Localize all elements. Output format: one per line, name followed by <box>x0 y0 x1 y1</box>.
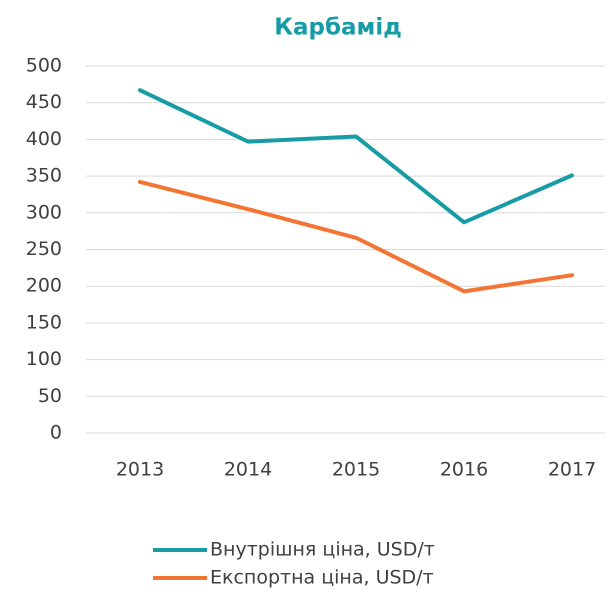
legend-label: Експортна ціна, USD/т <box>210 567 434 589</box>
x-tick-label: 2015 <box>332 459 380 481</box>
y-tick-label: 200 <box>26 275 62 297</box>
x-tick-label: 2016 <box>440 459 488 481</box>
y-tick-label: 150 <box>26 311 62 333</box>
line-series <box>138 88 574 225</box>
y-tick-label: 0 <box>50 422 62 444</box>
y-tick-label: 500 <box>26 55 62 77</box>
y-tick-label: 400 <box>26 128 62 150</box>
x-tick-label: 2014 <box>224 459 272 481</box>
line-series <box>138 179 574 294</box>
legend-label: Внутрішня ціна, USD/т <box>210 539 435 561</box>
x-tick-label: 2013 <box>116 459 164 481</box>
y-tick-label: 100 <box>26 348 62 370</box>
y-tick-label: 50 <box>38 385 62 407</box>
y-tick-label: 250 <box>26 238 62 260</box>
y-tick-label: 350 <box>26 165 62 187</box>
chart-title: Карбамід <box>274 15 402 41</box>
y-tick-label: 300 <box>26 201 62 223</box>
y-tick-label: 450 <box>26 91 62 113</box>
x-tick-label: 2017 <box>548 459 596 481</box>
